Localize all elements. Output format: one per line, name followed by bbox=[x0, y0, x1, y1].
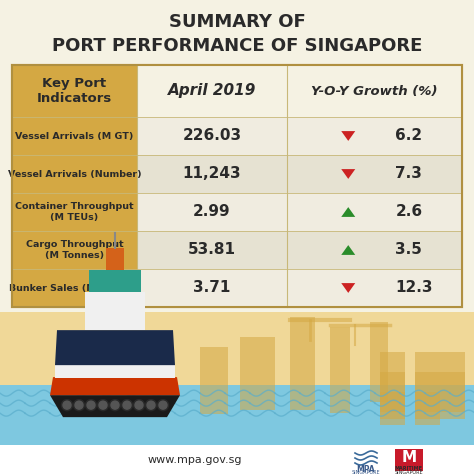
Text: 12.3: 12.3 bbox=[395, 281, 433, 295]
Polygon shape bbox=[341, 283, 355, 293]
Text: April 2019: April 2019 bbox=[168, 84, 256, 98]
Text: Vessel Arrivals (Number): Vessel Arrivals (Number) bbox=[8, 170, 141, 179]
Polygon shape bbox=[341, 131, 355, 141]
Polygon shape bbox=[341, 207, 355, 217]
FancyBboxPatch shape bbox=[380, 352, 405, 412]
Text: SINGAPORE: SINGAPORE bbox=[352, 471, 380, 475]
FancyBboxPatch shape bbox=[240, 337, 275, 410]
Text: 3.5: 3.5 bbox=[395, 243, 422, 257]
Text: 7.3: 7.3 bbox=[395, 167, 422, 181]
FancyBboxPatch shape bbox=[415, 372, 440, 418]
FancyBboxPatch shape bbox=[12, 65, 462, 307]
Text: 6.2: 6.2 bbox=[395, 129, 423, 143]
Circle shape bbox=[135, 401, 143, 409]
FancyBboxPatch shape bbox=[440, 352, 465, 412]
FancyBboxPatch shape bbox=[89, 270, 141, 292]
FancyBboxPatch shape bbox=[137, 65, 462, 117]
FancyBboxPatch shape bbox=[440, 372, 465, 418]
Text: Vessel Arrivals (M GT): Vessel Arrivals (M GT) bbox=[15, 132, 134, 141]
FancyBboxPatch shape bbox=[0, 385, 474, 450]
FancyBboxPatch shape bbox=[370, 322, 388, 402]
FancyBboxPatch shape bbox=[12, 65, 137, 307]
FancyBboxPatch shape bbox=[200, 347, 228, 414]
Text: Key Port
Indicators: Key Port Indicators bbox=[37, 77, 112, 105]
Circle shape bbox=[63, 401, 71, 409]
FancyBboxPatch shape bbox=[85, 292, 145, 330]
Polygon shape bbox=[50, 395, 180, 417]
Circle shape bbox=[87, 401, 95, 409]
FancyBboxPatch shape bbox=[0, 312, 474, 475]
FancyBboxPatch shape bbox=[106, 248, 124, 270]
Text: Y-O-Y Growth (%): Y-O-Y Growth (%) bbox=[311, 85, 438, 97]
FancyBboxPatch shape bbox=[380, 392, 405, 425]
Circle shape bbox=[147, 401, 155, 409]
Polygon shape bbox=[55, 330, 175, 365]
FancyBboxPatch shape bbox=[330, 327, 350, 413]
Text: PORT PERFORMANCE OF SINGAPORE: PORT PERFORMANCE OF SINGAPORE bbox=[52, 37, 422, 55]
Text: 2.99: 2.99 bbox=[193, 205, 231, 219]
Circle shape bbox=[62, 399, 73, 411]
Text: Container Throughput
(M TEUs): Container Throughput (M TEUs) bbox=[15, 202, 134, 222]
Circle shape bbox=[98, 399, 109, 411]
Text: Cargo Throughput
(M Tonnes): Cargo Throughput (M Tonnes) bbox=[26, 240, 123, 260]
FancyBboxPatch shape bbox=[395, 449, 423, 471]
FancyBboxPatch shape bbox=[55, 365, 175, 378]
Circle shape bbox=[111, 401, 119, 409]
Circle shape bbox=[157, 399, 168, 411]
FancyBboxPatch shape bbox=[137, 155, 462, 193]
Text: SINGAPORE: SINGAPORE bbox=[395, 471, 423, 475]
Circle shape bbox=[75, 401, 83, 409]
Circle shape bbox=[134, 399, 145, 411]
Text: 11,243: 11,243 bbox=[182, 167, 241, 181]
Text: www.mpa.gov.sg: www.mpa.gov.sg bbox=[148, 455, 242, 465]
Text: M: M bbox=[401, 449, 417, 465]
Text: Bunker Sales (M Tonnes): Bunker Sales (M Tonnes) bbox=[9, 284, 140, 293]
Text: 53.81: 53.81 bbox=[188, 243, 236, 257]
FancyBboxPatch shape bbox=[0, 445, 474, 475]
FancyBboxPatch shape bbox=[137, 269, 462, 307]
FancyBboxPatch shape bbox=[415, 392, 440, 425]
FancyBboxPatch shape bbox=[137, 117, 462, 155]
Text: MPA: MPA bbox=[357, 465, 375, 474]
Circle shape bbox=[146, 399, 156, 411]
Text: MARITIME: MARITIME bbox=[395, 466, 423, 472]
Polygon shape bbox=[341, 169, 355, 179]
Text: 226.03: 226.03 bbox=[182, 129, 242, 143]
Circle shape bbox=[85, 399, 97, 411]
Circle shape bbox=[159, 401, 167, 409]
FancyBboxPatch shape bbox=[137, 193, 462, 231]
Circle shape bbox=[73, 399, 84, 411]
Circle shape bbox=[121, 399, 133, 411]
Text: SUMMARY OF: SUMMARY OF bbox=[169, 13, 305, 31]
Text: 3.71: 3.71 bbox=[193, 281, 231, 295]
Polygon shape bbox=[341, 245, 355, 255]
FancyBboxPatch shape bbox=[137, 231, 462, 269]
Polygon shape bbox=[50, 377, 180, 395]
Circle shape bbox=[99, 401, 107, 409]
FancyBboxPatch shape bbox=[290, 317, 315, 410]
Text: 2.6: 2.6 bbox=[395, 205, 423, 219]
FancyBboxPatch shape bbox=[415, 352, 440, 412]
Circle shape bbox=[109, 399, 120, 411]
FancyBboxPatch shape bbox=[380, 372, 405, 418]
Circle shape bbox=[123, 401, 131, 409]
